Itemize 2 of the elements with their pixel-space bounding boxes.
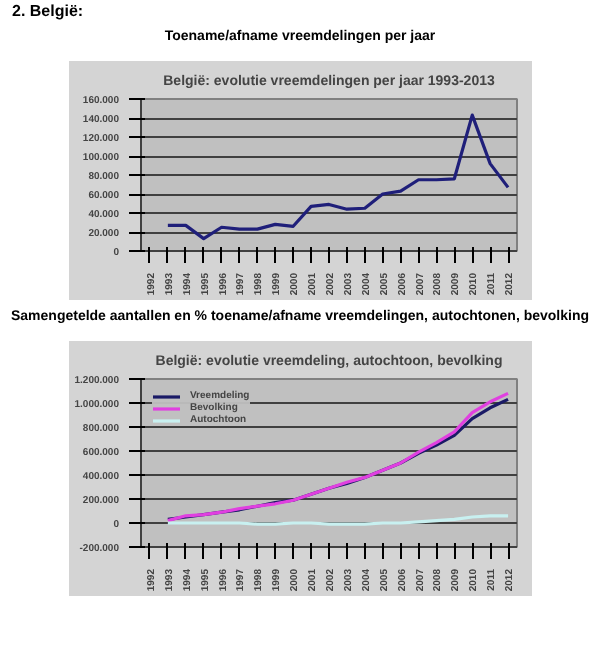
text: 2. België: [12, 0, 84, 23]
line-series [166, 113, 510, 241]
